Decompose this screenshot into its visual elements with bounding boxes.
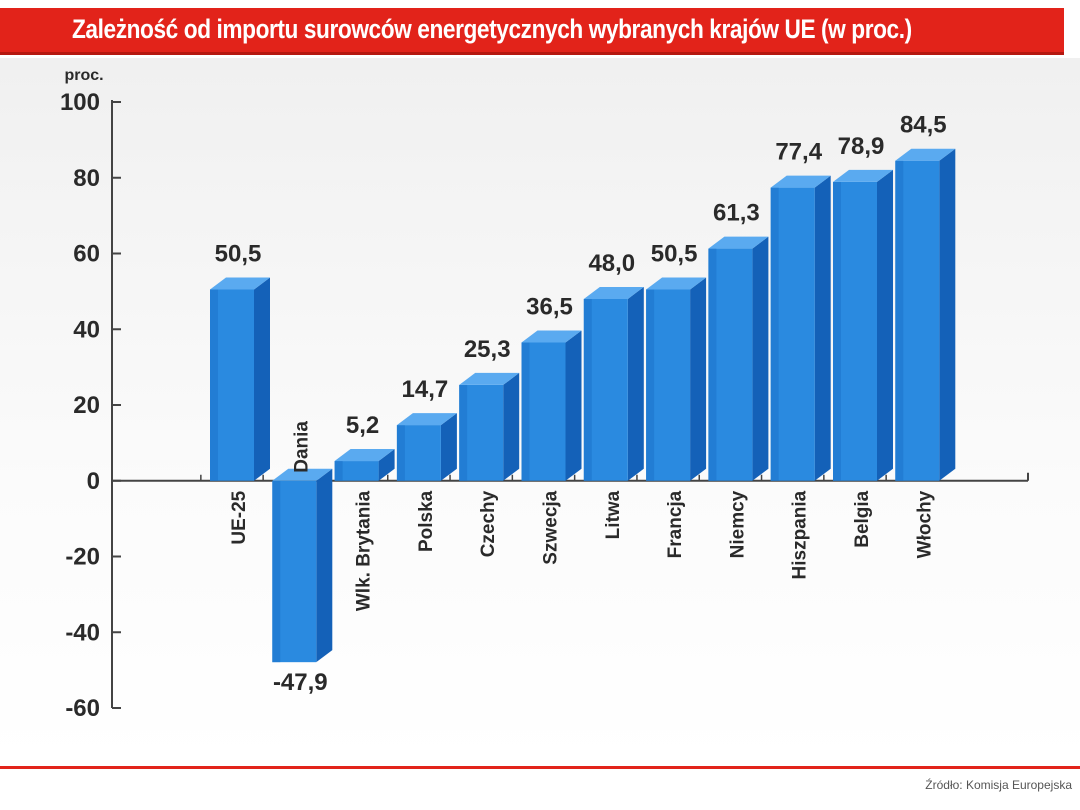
category-label: Wlk. Brytania — [354, 490, 375, 611]
bar-front-shade — [833, 181, 841, 481]
bar-front-shade — [708, 248, 717, 481]
bar-włochy — [895, 148, 956, 481]
y-tick-label: 0 — [87, 468, 100, 495]
bar-front-shade — [396, 425, 405, 481]
bar-francja — [646, 277, 707, 481]
y-tick-label: 60 — [73, 241, 100, 268]
bar-front-shade — [583, 298, 592, 481]
bar-top-face — [770, 175, 831, 188]
bar-front-shade — [334, 461, 343, 481]
bar-polska — [396, 413, 457, 481]
bar-top-face — [708, 236, 769, 249]
chart-title: Zależność od importu surowców energetycz… — [72, 14, 912, 44]
category-label: Niemcy — [727, 490, 748, 558]
bar-front-shade — [895, 160, 904, 481]
value-label: 48,0 — [588, 250, 635, 277]
title-bar: Zależność od importu surowców energetycz… — [0, 8, 1064, 55]
bar-litwa — [583, 286, 644, 481]
bar-czechy — [459, 372, 520, 481]
y-tick-label: 40 — [73, 316, 100, 343]
labels-layer: 100 80 60 40 20 0 -20 -40 -60 proc. 50,5 -47,9 5,2 14… — [60, 67, 947, 722]
bars-layer — [210, 148, 956, 663]
source-note: Źródło: Komisja Europejska — [925, 778, 1072, 792]
y-tick-label: 20 — [73, 392, 100, 419]
bar-front-shade — [646, 289, 655, 481]
y-tick-label: -60 — [65, 695, 100, 722]
bar-hiszpania — [770, 175, 831, 481]
bar-wlk-brytania — [334, 449, 395, 481]
category-label: Litwa — [603, 490, 624, 539]
category-label: Francja — [665, 490, 686, 558]
bar-front-shade — [459, 384, 468, 481]
category-label: Hiszpania — [790, 490, 811, 579]
bar-side-face — [939, 148, 956, 481]
bar-top-face — [583, 286, 644, 299]
value-label: 36,5 — [526, 294, 573, 321]
category-label: Włochy — [914, 490, 935, 558]
value-label: 14,7 — [402, 376, 449, 403]
bar-side-face — [877, 169, 893, 481]
bar-front-shade — [770, 187, 779, 481]
bar-side-face — [503, 372, 520, 481]
bar-side-face — [627, 286, 644, 481]
category-label: Szwecja — [541, 490, 562, 564]
bar-niemcy — [708, 236, 769, 481]
bar-top-face — [272, 468, 333, 481]
bar-side-face — [254, 277, 270, 481]
footer-line — [0, 766, 1080, 769]
value-label: 77,4 — [775, 139, 822, 166]
bar-side-face — [565, 330, 582, 481]
bar-top-face — [396, 413, 457, 426]
category-label: Belgia — [852, 490, 873, 547]
y-tick-label: -20 — [65, 544, 100, 571]
bar-top-face — [895, 148, 956, 161]
category-label: UE-25 — [229, 490, 250, 544]
category-label: Czechy — [478, 490, 499, 557]
y-tick-label: 100 — [60, 89, 100, 116]
bar-side-face — [752, 236, 769, 481]
value-label: 50,5 — [215, 240, 262, 267]
value-label: 25,3 — [464, 336, 511, 363]
category-label: Polska — [416, 490, 437, 552]
bar-side-face — [440, 413, 457, 481]
value-label: 61,3 — [713, 200, 760, 227]
value-label: 78,9 — [838, 133, 885, 160]
y-tick-label: -40 — [65, 619, 100, 646]
value-label: 5,2 — [346, 412, 379, 439]
value-label: 50,5 — [651, 240, 698, 267]
bar-side-face — [814, 175, 831, 481]
bar-side-face — [378, 449, 395, 481]
bar-front-shade — [272, 480, 281, 663]
bar-top-face — [646, 277, 707, 290]
bar-top-face — [459, 372, 520, 385]
bar-szwecja — [521, 330, 582, 481]
value-label: 84,5 — [900, 112, 947, 139]
bar-side-face — [690, 277, 707, 481]
bar-front-shade — [210, 289, 218, 481]
category-label: Dania — [291, 421, 312, 473]
y-axis-unit-label: proc. — [64, 67, 103, 84]
bar-top-face — [833, 169, 893, 182]
bar-front-shade — [521, 342, 530, 481]
y-tick-label: 80 — [73, 165, 100, 192]
bar-front-face — [334, 461, 379, 481]
bar-top-face — [521, 330, 582, 343]
bar-belgia — [833, 169, 893, 481]
bar-dania — [272, 468, 333, 663]
bar-top-face — [334, 449, 395, 462]
bar-side-face — [316, 468, 333, 663]
bar-top-face — [210, 277, 270, 290]
bar-ue-25 — [210, 277, 270, 481]
value-label: -47,9 — [273, 669, 328, 696]
